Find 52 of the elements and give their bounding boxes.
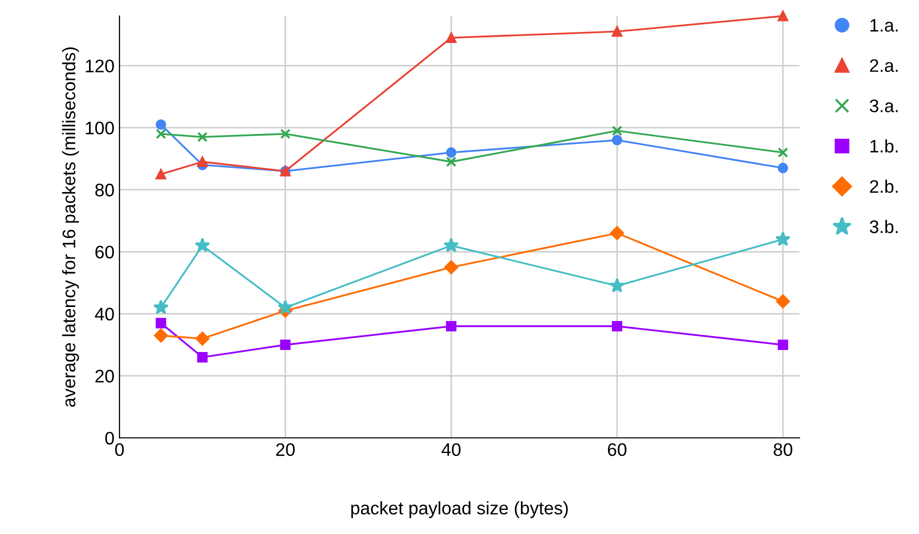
- y-tick-label: 20: [95, 370, 114, 383]
- point: [156, 318, 166, 328]
- point: [776, 294, 790, 308]
- point: [612, 321, 622, 332]
- point: [197, 132, 208, 142]
- x-tick-label: 80: [774, 443, 792, 456]
- point: [446, 321, 456, 332]
- point: [778, 147, 788, 158]
- point: [444, 238, 459, 252]
- point: [156, 119, 166, 130]
- point: [778, 10, 788, 22]
- point: [195, 332, 210, 346]
- point: [778, 340, 788, 350]
- y-tick-label: 0: [105, 432, 114, 445]
- point: [154, 328, 168, 342]
- x-tick-label: 0: [115, 443, 124, 456]
- legend-label: 3.b.: [870, 220, 898, 234]
- y-tick-label: 60: [95, 246, 114, 258]
- point: [612, 126, 622, 136]
- x-tick-label: 60: [608, 443, 626, 456]
- legend-label: 2.b.: [870, 180, 898, 193]
- x-tick-label: 40: [442, 443, 461, 456]
- legend-label: 2.a.: [870, 59, 898, 72]
- x-tick-label: 20: [276, 443, 295, 456]
- x-axis-title: packet payload size (bytes): [351, 501, 568, 518]
- legend-label: 1.b.: [870, 139, 898, 153]
- y-tick-label: 40: [94, 308, 114, 321]
- point: [280, 340, 291, 350]
- point: [280, 128, 291, 140]
- point: [197, 156, 208, 168]
- y-axis-title: average latency for 16 packets (milliseconds): [62, 47, 79, 407]
- point: [444, 260, 458, 274]
- point: [610, 226, 624, 240]
- point: [612, 26, 622, 37]
- point: [775, 231, 791, 246]
- point: [153, 300, 169, 314]
- y-tick-label: 120: [86, 60, 114, 72]
- point: [446, 156, 456, 168]
- point: [612, 134, 622, 146]
- point: [194, 238, 210, 252]
- y-tick-label: 80: [95, 184, 114, 196]
- point: [278, 300, 293, 314]
- point: [446, 147, 456, 158]
- point: [156, 128, 166, 140]
- point: [609, 278, 625, 293]
- point: [446, 32, 456, 43]
- point: [197, 352, 208, 362]
- legend-label: 3.a.: [870, 100, 898, 112]
- legend-label: 1.a.: [870, 19, 898, 32]
- point: [778, 162, 788, 174]
- y-tick-label: 100: [86, 122, 114, 134]
- point: [156, 169, 166, 180]
